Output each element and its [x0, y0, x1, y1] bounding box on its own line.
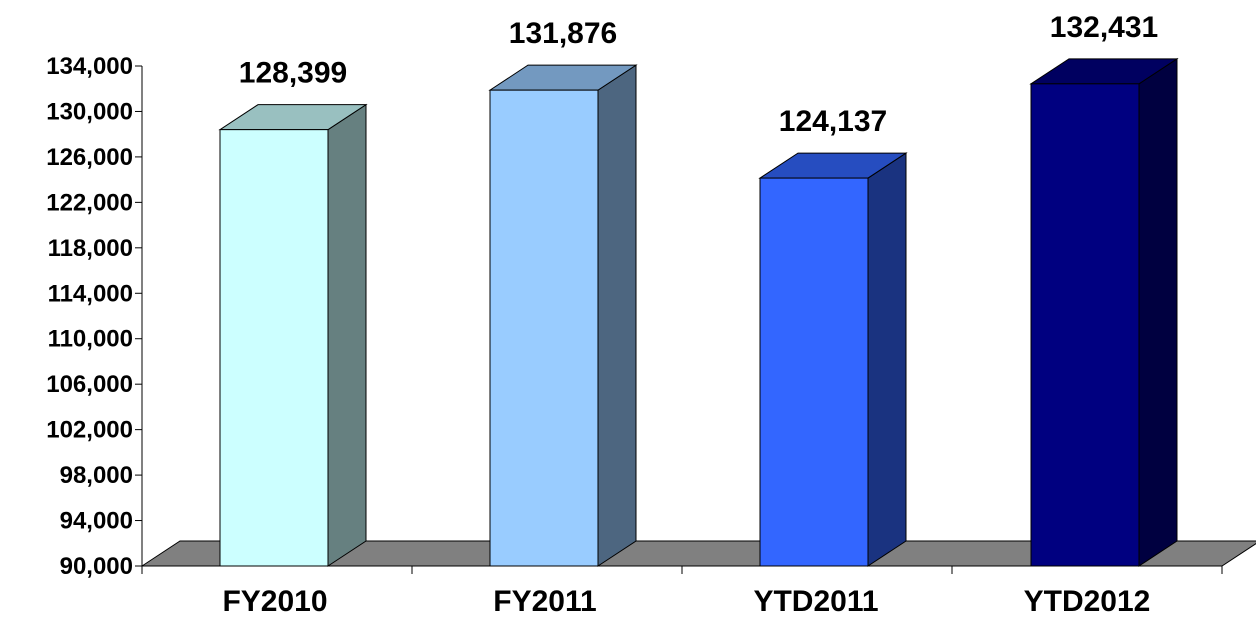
y-tick-label: 94,000 [60, 508, 133, 535]
x-tick-label: YTD2011 [753, 585, 878, 618]
y-tick-label: 118,000 [48, 235, 133, 262]
y-tick-label: 90,000 [60, 553, 133, 580]
bar [218, 103, 368, 567]
x-axis: FY2010 FY2011 YTD2011 YTD2012 [141, 565, 1223, 618]
bar-side [327, 103, 367, 567]
y-tick-label: 130,000 [46, 98, 133, 125]
bar-front [219, 129, 329, 567]
y-tick-label: 134,000 [46, 53, 133, 80]
x-tick-label: FY2011 [493, 585, 596, 618]
y-tick-label: 98,000 [60, 462, 133, 489]
data-label: 124,137 [779, 105, 887, 138]
y-tick-label: 114,000 [48, 280, 133, 307]
bar [488, 64, 638, 567]
y-tick-label: 106,000 [46, 371, 133, 398]
bar [1029, 57, 1179, 567]
data-label: 128,399 [239, 57, 347, 90]
x-tick-label: YTD2012 [1024, 585, 1151, 618]
bar-side [1138, 57, 1178, 567]
y-tick-label: 102,000 [46, 417, 133, 444]
y-axis: 90,000 94,000 98,000 102,000 106,000 110,000 1… [46, 53, 143, 580]
bar [758, 152, 908, 567]
bar-side [867, 152, 907, 567]
bars [218, 57, 1179, 567]
x-tick-label: FY2010 [222, 585, 327, 618]
bar-front [1030, 83, 1140, 567]
data-labels: 128,399 131,876 124,137 132,431 [239, 11, 1158, 138]
y-tick-label: 110,000 [48, 326, 133, 353]
data-label: 131,876 [509, 17, 617, 50]
bar-front [759, 177, 869, 567]
y-tick-label: 126,000 [46, 144, 133, 171]
bar-side [597, 64, 637, 567]
bar-front [489, 89, 599, 567]
data-label: 132,431 [1050, 11, 1158, 44]
y-tick-label: 122,000 [46, 189, 133, 216]
